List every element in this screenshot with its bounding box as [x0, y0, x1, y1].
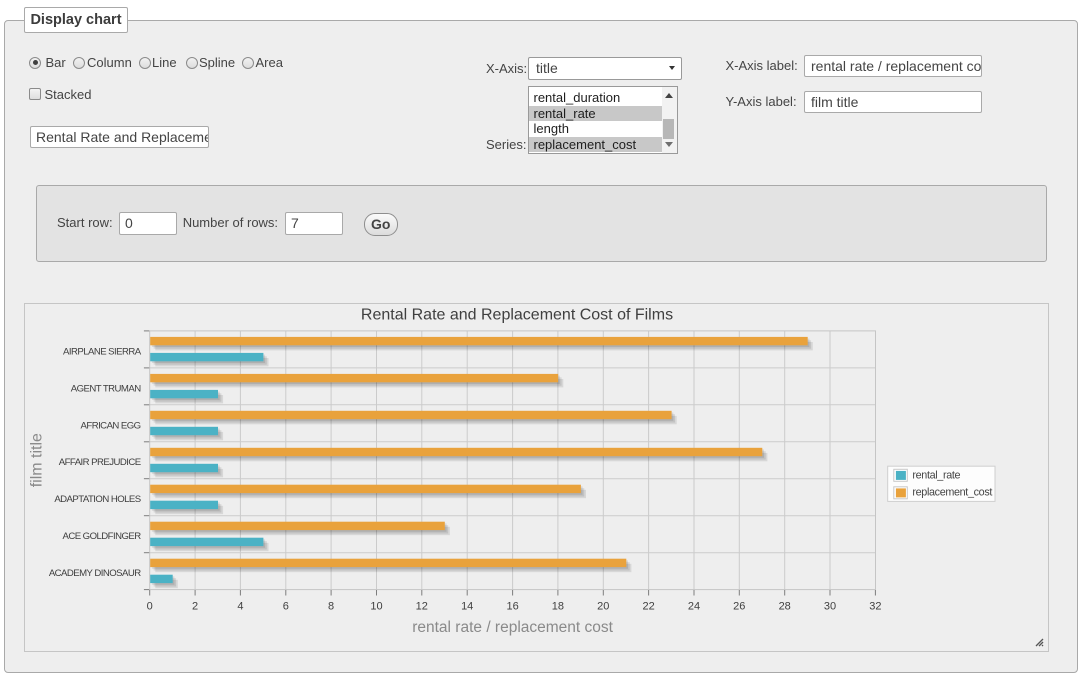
- svg-text:4: 4: [237, 601, 243, 613]
- svg-text:10: 10: [370, 601, 382, 613]
- svg-text:24: 24: [688, 601, 700, 613]
- svg-text:20: 20: [597, 601, 609, 613]
- svg-text:26: 26: [733, 601, 745, 613]
- svg-text:AFFAIR PREJUDICE: AFFAIR PREJUDICE: [59, 457, 141, 468]
- svg-text:18: 18: [552, 601, 564, 613]
- svg-text:AGENT TRUMAN: AGENT TRUMAN: [71, 383, 141, 394]
- svg-text:rental rate / replacement cost: rental rate / replacement cost: [412, 619, 613, 636]
- svg-text:Rental Rate and Replacement Co: Rental Rate and Replacement Cost of Film…: [361, 307, 673, 324]
- svg-text:ADAPTATION HOLES: ADAPTATION HOLES: [54, 494, 140, 505]
- svg-text:0: 0: [147, 601, 153, 613]
- svg-text:28: 28: [779, 601, 791, 613]
- svg-text:2: 2: [192, 601, 198, 613]
- svg-text:AIRPLANE SIERRA: AIRPLANE SIERRA: [63, 346, 142, 357]
- svg-text:rental_rate: rental_rate: [912, 470, 960, 482]
- svg-text:22: 22: [642, 601, 654, 613]
- svg-text:ACADEMY DINOSAUR: ACADEMY DINOSAUR: [49, 568, 141, 579]
- svg-text:6: 6: [283, 601, 289, 613]
- svg-text:12: 12: [416, 601, 428, 613]
- svg-text:14: 14: [461, 601, 473, 613]
- svg-text:8: 8: [328, 601, 334, 613]
- svg-text:16: 16: [506, 601, 518, 613]
- svg-text:32: 32: [869, 601, 881, 613]
- svg-text:30: 30: [824, 601, 836, 613]
- svg-text:ACE GOLDFINGER: ACE GOLDFINGER: [62, 531, 141, 542]
- svg-text:replacement_cost: replacement_cost: [912, 487, 992, 499]
- svg-text:film title: film title: [29, 433, 46, 487]
- svg-text:AFRICAN EGG: AFRICAN EGG: [81, 420, 141, 431]
